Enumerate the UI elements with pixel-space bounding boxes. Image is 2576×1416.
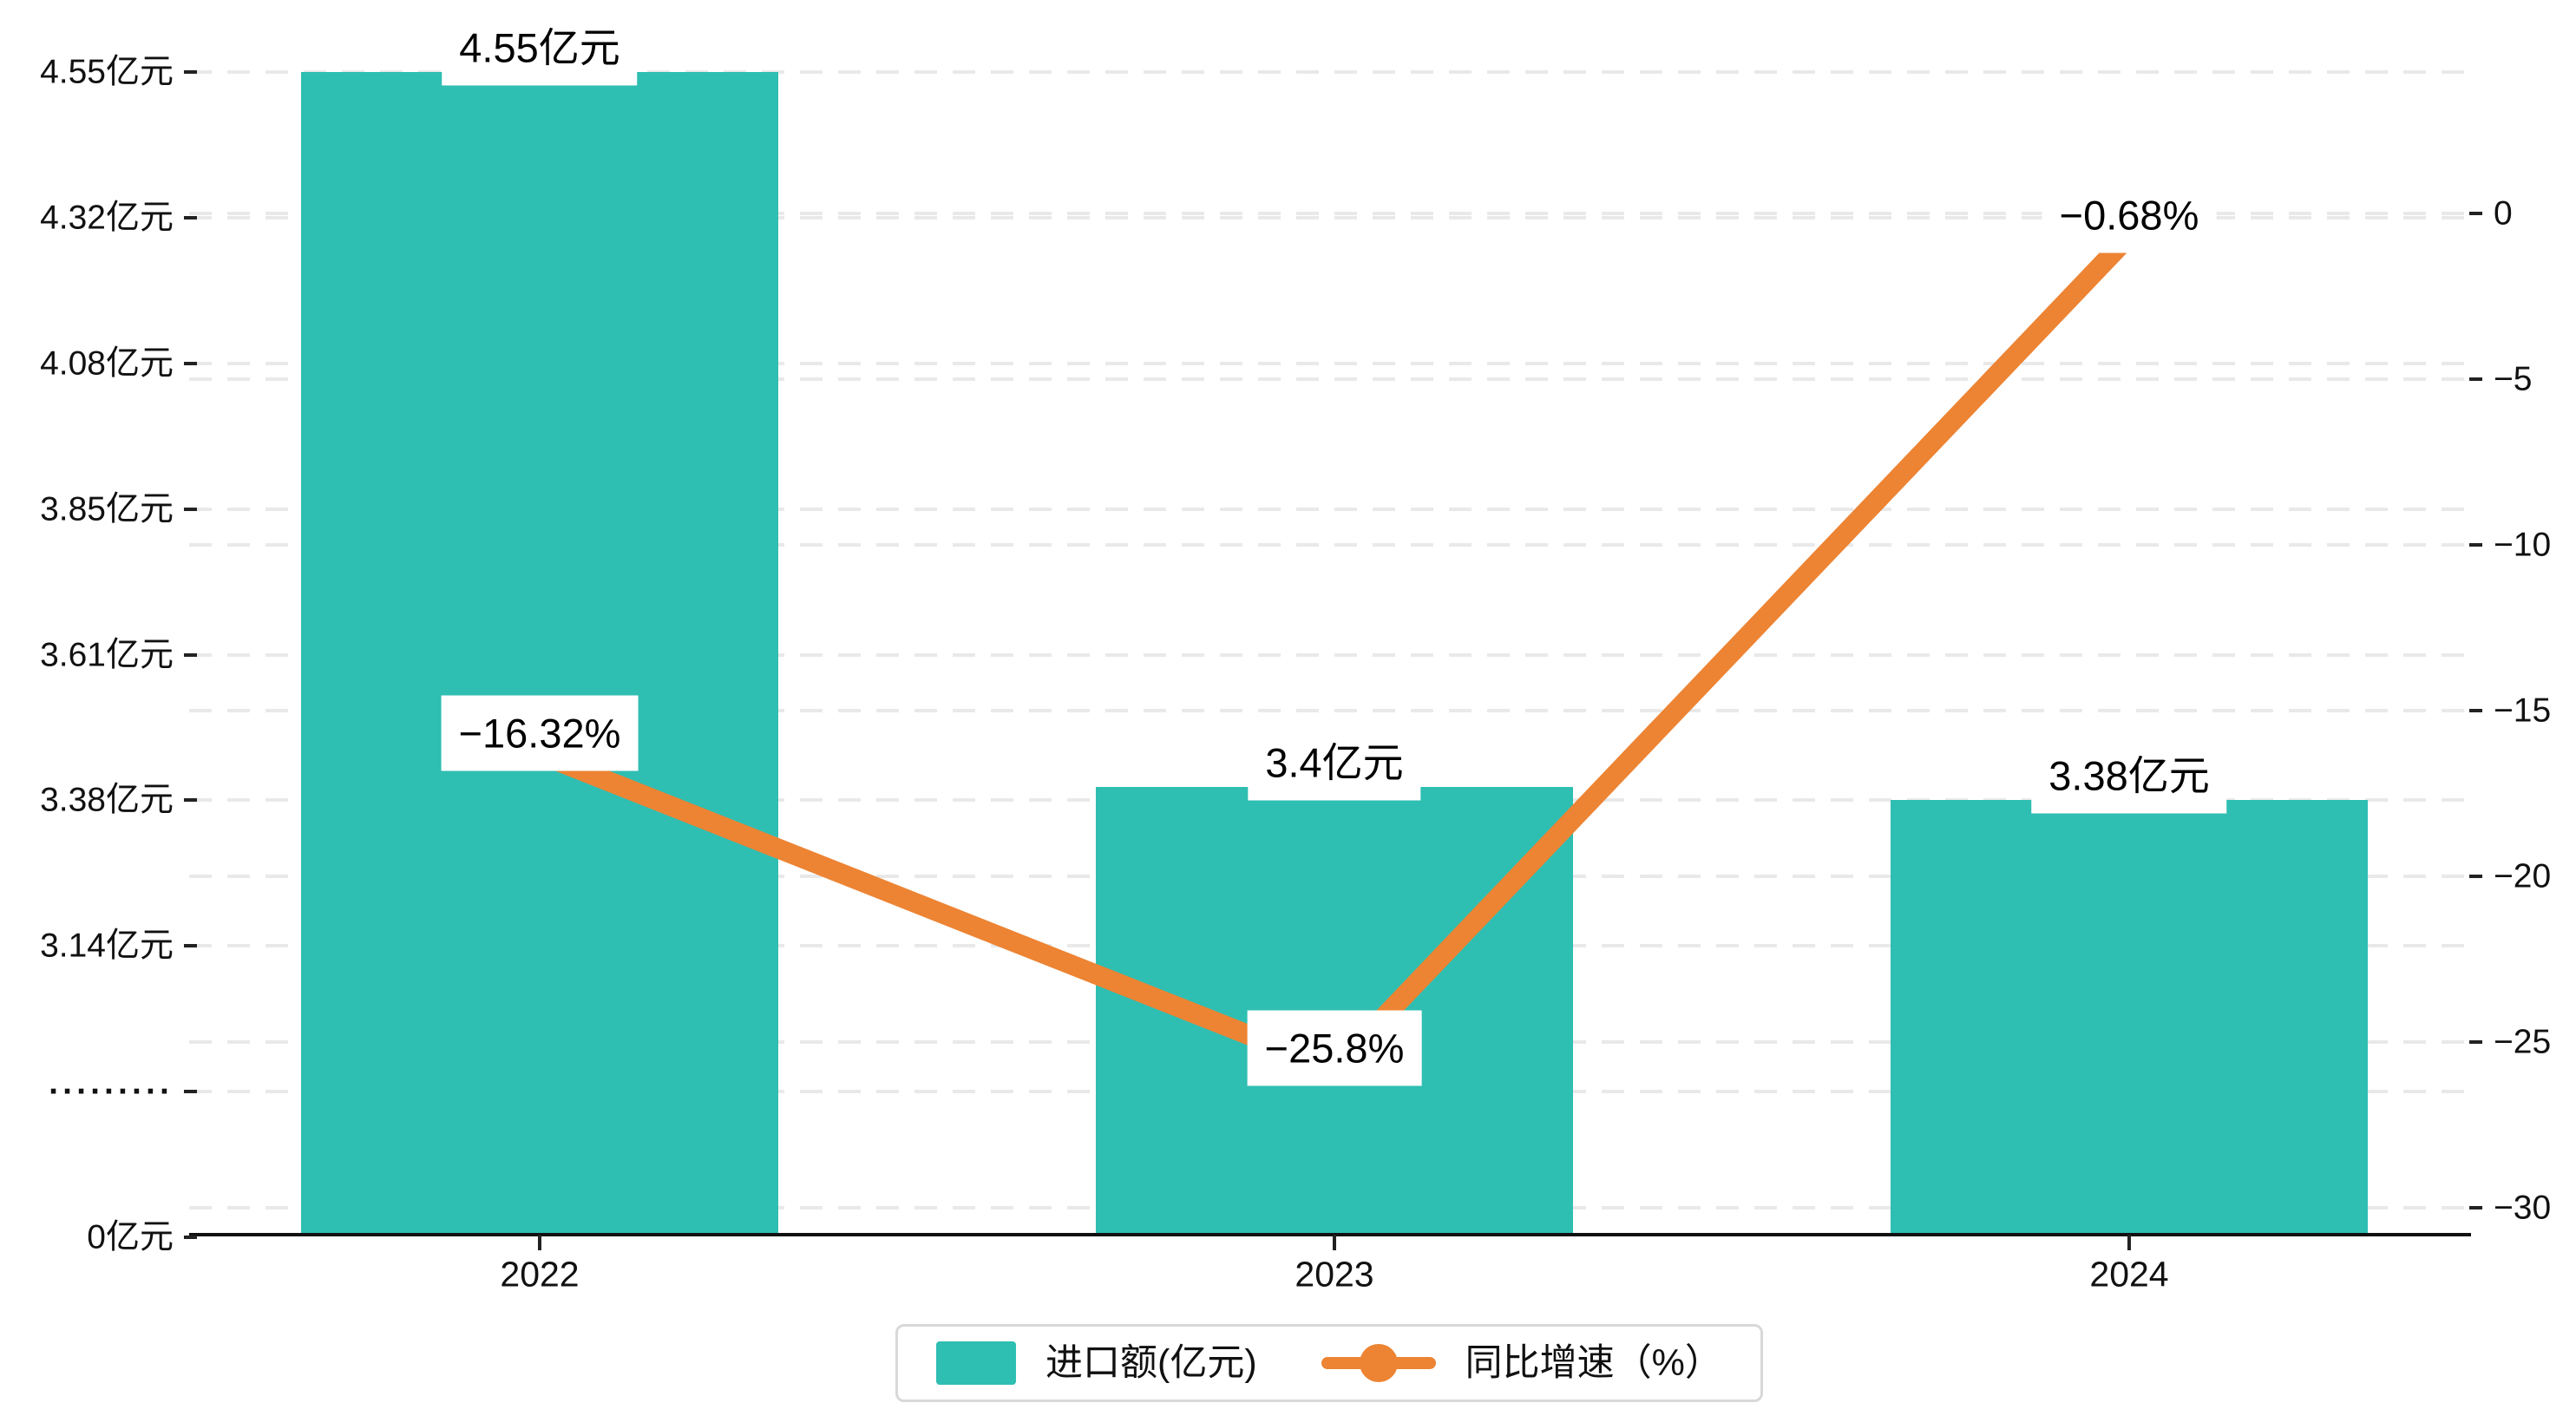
y-axis-left-tick [184,70,197,74]
bar-value-label-2024: 3.38亿元 [2031,738,2227,814]
legend-item-yoy-growth: 同比增速（%） [1321,1341,1722,1386]
x-axis-tick [1333,1235,1336,1250]
y-axis-left-tick [184,1236,197,1239]
growth-line [535,229,2137,1081]
x-axis-label-2022: 2022 [500,1254,580,1295]
y-axis-right-tick [2469,875,2482,878]
y-axis-left-tick [184,798,197,802]
y-axis-left-tick [184,508,197,511]
import-bar-2024 [1891,800,2368,1235]
y-axis-left-tick [184,216,197,220]
growth-point-label-2023: −25.8% [1247,1010,1422,1086]
x-axis-line [189,1233,2471,1236]
y-axis-right-tick [2469,212,2482,215]
y-axis-left-tick-label: 4.55亿元 [40,53,174,91]
y-axis-right-tick-label: −25 [2494,1023,2552,1061]
gridline-right-axis [189,543,2471,547]
y-axis-left-tick-label: 4.32亿元 [40,199,174,237]
gridline-right-axis [189,709,2471,712]
x-axis-tick [2127,1235,2131,1250]
x-axis-label-2024: 2024 [2089,1254,2169,1295]
y-axis-right-tick [2469,1040,2482,1044]
y-axis-right-tick-label: −20 [2494,857,2552,895]
y-axis-right-tick [2469,1206,2482,1210]
y-axis-left-tick [184,944,197,947]
bar-value-label-2022: 4.55亿元 [442,10,638,86]
y-axis-left-tick-label: 3.85亿元 [40,490,174,528]
gridline-left-axis [189,508,2471,511]
y-axis-right-tick-label: −30 [2494,1189,2552,1227]
legend-label-yoy-growth: 同比增速（%） [1465,1341,1722,1384]
y-axis-right-tick-label: −15 [2494,692,2552,730]
growth-point-label-2022: −16.32% [441,695,639,771]
import-bar-2022 [301,72,778,1235]
line-dot-marker-icon [1321,1341,1436,1386]
bar-value-label-2023: 3.4亿元 [1248,724,1421,801]
y-axis-right-tick [2469,377,2482,381]
y-axis-left-tick [184,1090,197,1093]
gridline-right-axis [189,212,2471,215]
y-axis-left-tick-label: 3.61亿元 [40,636,174,674]
y-axis-left-tick [184,362,197,365]
legend-item-import-amount: 进口额(亿元) [936,1341,1257,1385]
y-axis-left-tick-label: 3.14亿元 [40,927,174,965]
y-axis-right-tick-label: 0 [2494,194,2513,233]
legend-label-import-amount: 进口额(亿元) [1045,1341,1257,1384]
gridline-right-axis [189,377,2471,381]
x-axis-tick [538,1235,541,1250]
bar-swatch-icon [936,1341,1016,1385]
gridline-left-axis [189,70,2471,74]
y-axis-right-tick [2469,543,2482,547]
y-axis-right-tick-label: −10 [2494,526,2552,564]
legend: 进口额(亿元) 同比增速（%） [895,1324,1763,1402]
y-axis-left-tick [184,653,197,657]
x-axis-label-2023: 2023 [1295,1254,1374,1295]
y-axis-left-tick-label: 0亿元 [87,1218,174,1256]
gridline-left-axis [189,216,2471,220]
y-axis-left-tick-label: 4.08亿元 [40,344,174,383]
dot-mark [1359,1344,1398,1382]
y-axis-right-tick-label: −5 [2494,360,2533,398]
y-axis-right-tick [2469,709,2482,712]
growth-point-label-2024: −0.68% [2042,177,2217,253]
y-axis-left-tick-label: ········· [49,1072,174,1111]
y-axis-left-tick-label: 3.38亿元 [40,781,174,819]
gridline-left-axis [189,653,2471,657]
gridline-left-axis [189,362,2471,365]
